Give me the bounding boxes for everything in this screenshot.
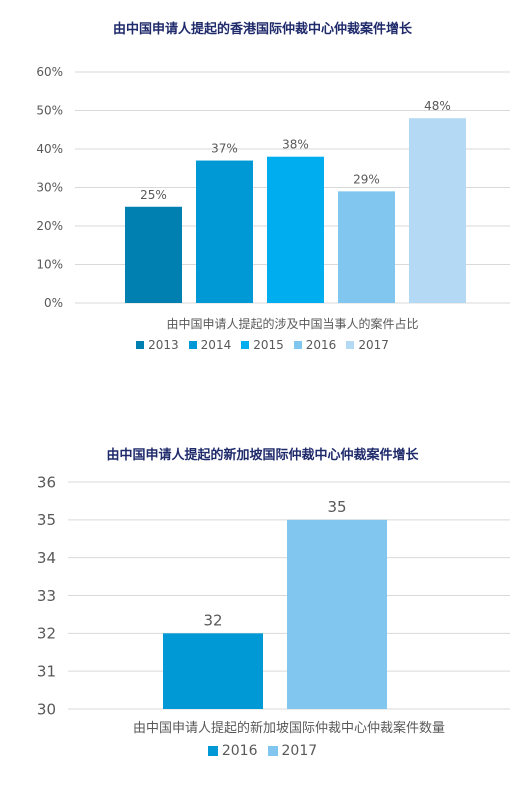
x-axis-title: 由中国申请人提起的涉及中国当事人的案件占比	[166, 316, 418, 331]
legend-label: 2017	[358, 338, 389, 352]
legend-swatch	[207, 746, 218, 756]
y-tick-label: 50%	[36, 104, 63, 118]
legend-label: 2016	[305, 338, 337, 352]
bar-2014	[196, 160, 253, 303]
legend-item: 2014	[188, 338, 232, 352]
y-tick-label: 30%	[36, 181, 63, 195]
legend-item: 2016	[207, 743, 258, 759]
legend-label: 2015	[253, 338, 284, 352]
legend-swatch	[136, 341, 145, 349]
y-tick-label: 0%	[44, 296, 63, 310]
y-tick-label: 40%	[36, 142, 63, 156]
y-tick-label: 34	[37, 549, 56, 567]
y-tick-label: 20%	[36, 219, 63, 233]
legend-item: 2016	[293, 338, 337, 352]
data-label: 32	[203, 611, 222, 629]
legend-label: 2014	[200, 338, 232, 352]
legend-item: 2015	[241, 338, 284, 352]
y-tick-label: 36	[37, 473, 56, 491]
y-tick-label: 35	[37, 511, 56, 529]
legend-swatch	[188, 341, 197, 349]
chart-title: 由中国申请人提起的新加坡国际仲裁中心仲裁案件增长	[106, 448, 419, 463]
data-label: 25%	[140, 188, 167, 202]
y-tick-label: 33	[37, 587, 56, 605]
legend-swatch	[241, 341, 250, 349]
y-tick-label: 60%	[36, 65, 63, 79]
bar-2017	[287, 519, 387, 709]
legend-item: 2017	[346, 338, 389, 352]
legend-swatch	[346, 341, 355, 349]
siac-bar-chart: 30 31 32 33 34 35 36 32 35 由中国申请人提起的新加坡国际仲裁中心仲裁案件…	[37, 473, 510, 736]
siac-chart: 由中国申请人提起的新加坡国际仲裁中心仲裁案件增长 30 31 32 33 34 35 36 3…	[0, 430, 525, 788]
bar-2016	[163, 633, 263, 709]
data-label: 37%	[211, 142, 238, 156]
bar-2015	[267, 156, 324, 303]
legend-label: 2016	[221, 743, 258, 759]
legend-swatch	[293, 341, 302, 349]
bar-2017	[409, 118, 466, 303]
legend-label: 2013	[148, 338, 179, 352]
data-label: 38%	[282, 138, 309, 152]
y-tick-label: 10%	[36, 258, 63, 272]
legend-item: 2013	[136, 338, 179, 352]
legend-swatch	[267, 746, 278, 756]
hkiac-chart: 由中国申请人提起的香港国际仲裁中心仲裁案件增长 0% 10% 20% 30% 40% 50…	[0, 0, 525, 380]
hkiac-bar-chart: 0% 10% 20% 30% 40% 50% 60% 25% 37% 38% 29% 48% 由中国申请…	[36, 65, 510, 331]
data-label: 35	[327, 498, 346, 516]
chart-legend: 2013 2014 2015 2016 2017	[0, 338, 525, 352]
x-axis-title: 由中国申请人提起的新加坡国际仲裁中心仲裁案件数量	[133, 720, 445, 736]
legend-label: 2017	[281, 743, 318, 759]
bar-2016	[338, 191, 395, 303]
data-label: 29%	[353, 172, 380, 186]
bar-2013	[125, 206, 182, 303]
data-label: 48%	[424, 99, 451, 113]
legend-item: 2017	[267, 743, 318, 759]
y-tick-label: 32	[37, 625, 56, 643]
y-tick-label: 31	[37, 662, 56, 680]
chart-title: 由中国申请人提起的香港国际仲裁中心仲裁案件增长	[112, 22, 412, 37]
chart-legend: 2016 2017	[0, 743, 525, 759]
y-tick-label: 30	[37, 700, 56, 718]
